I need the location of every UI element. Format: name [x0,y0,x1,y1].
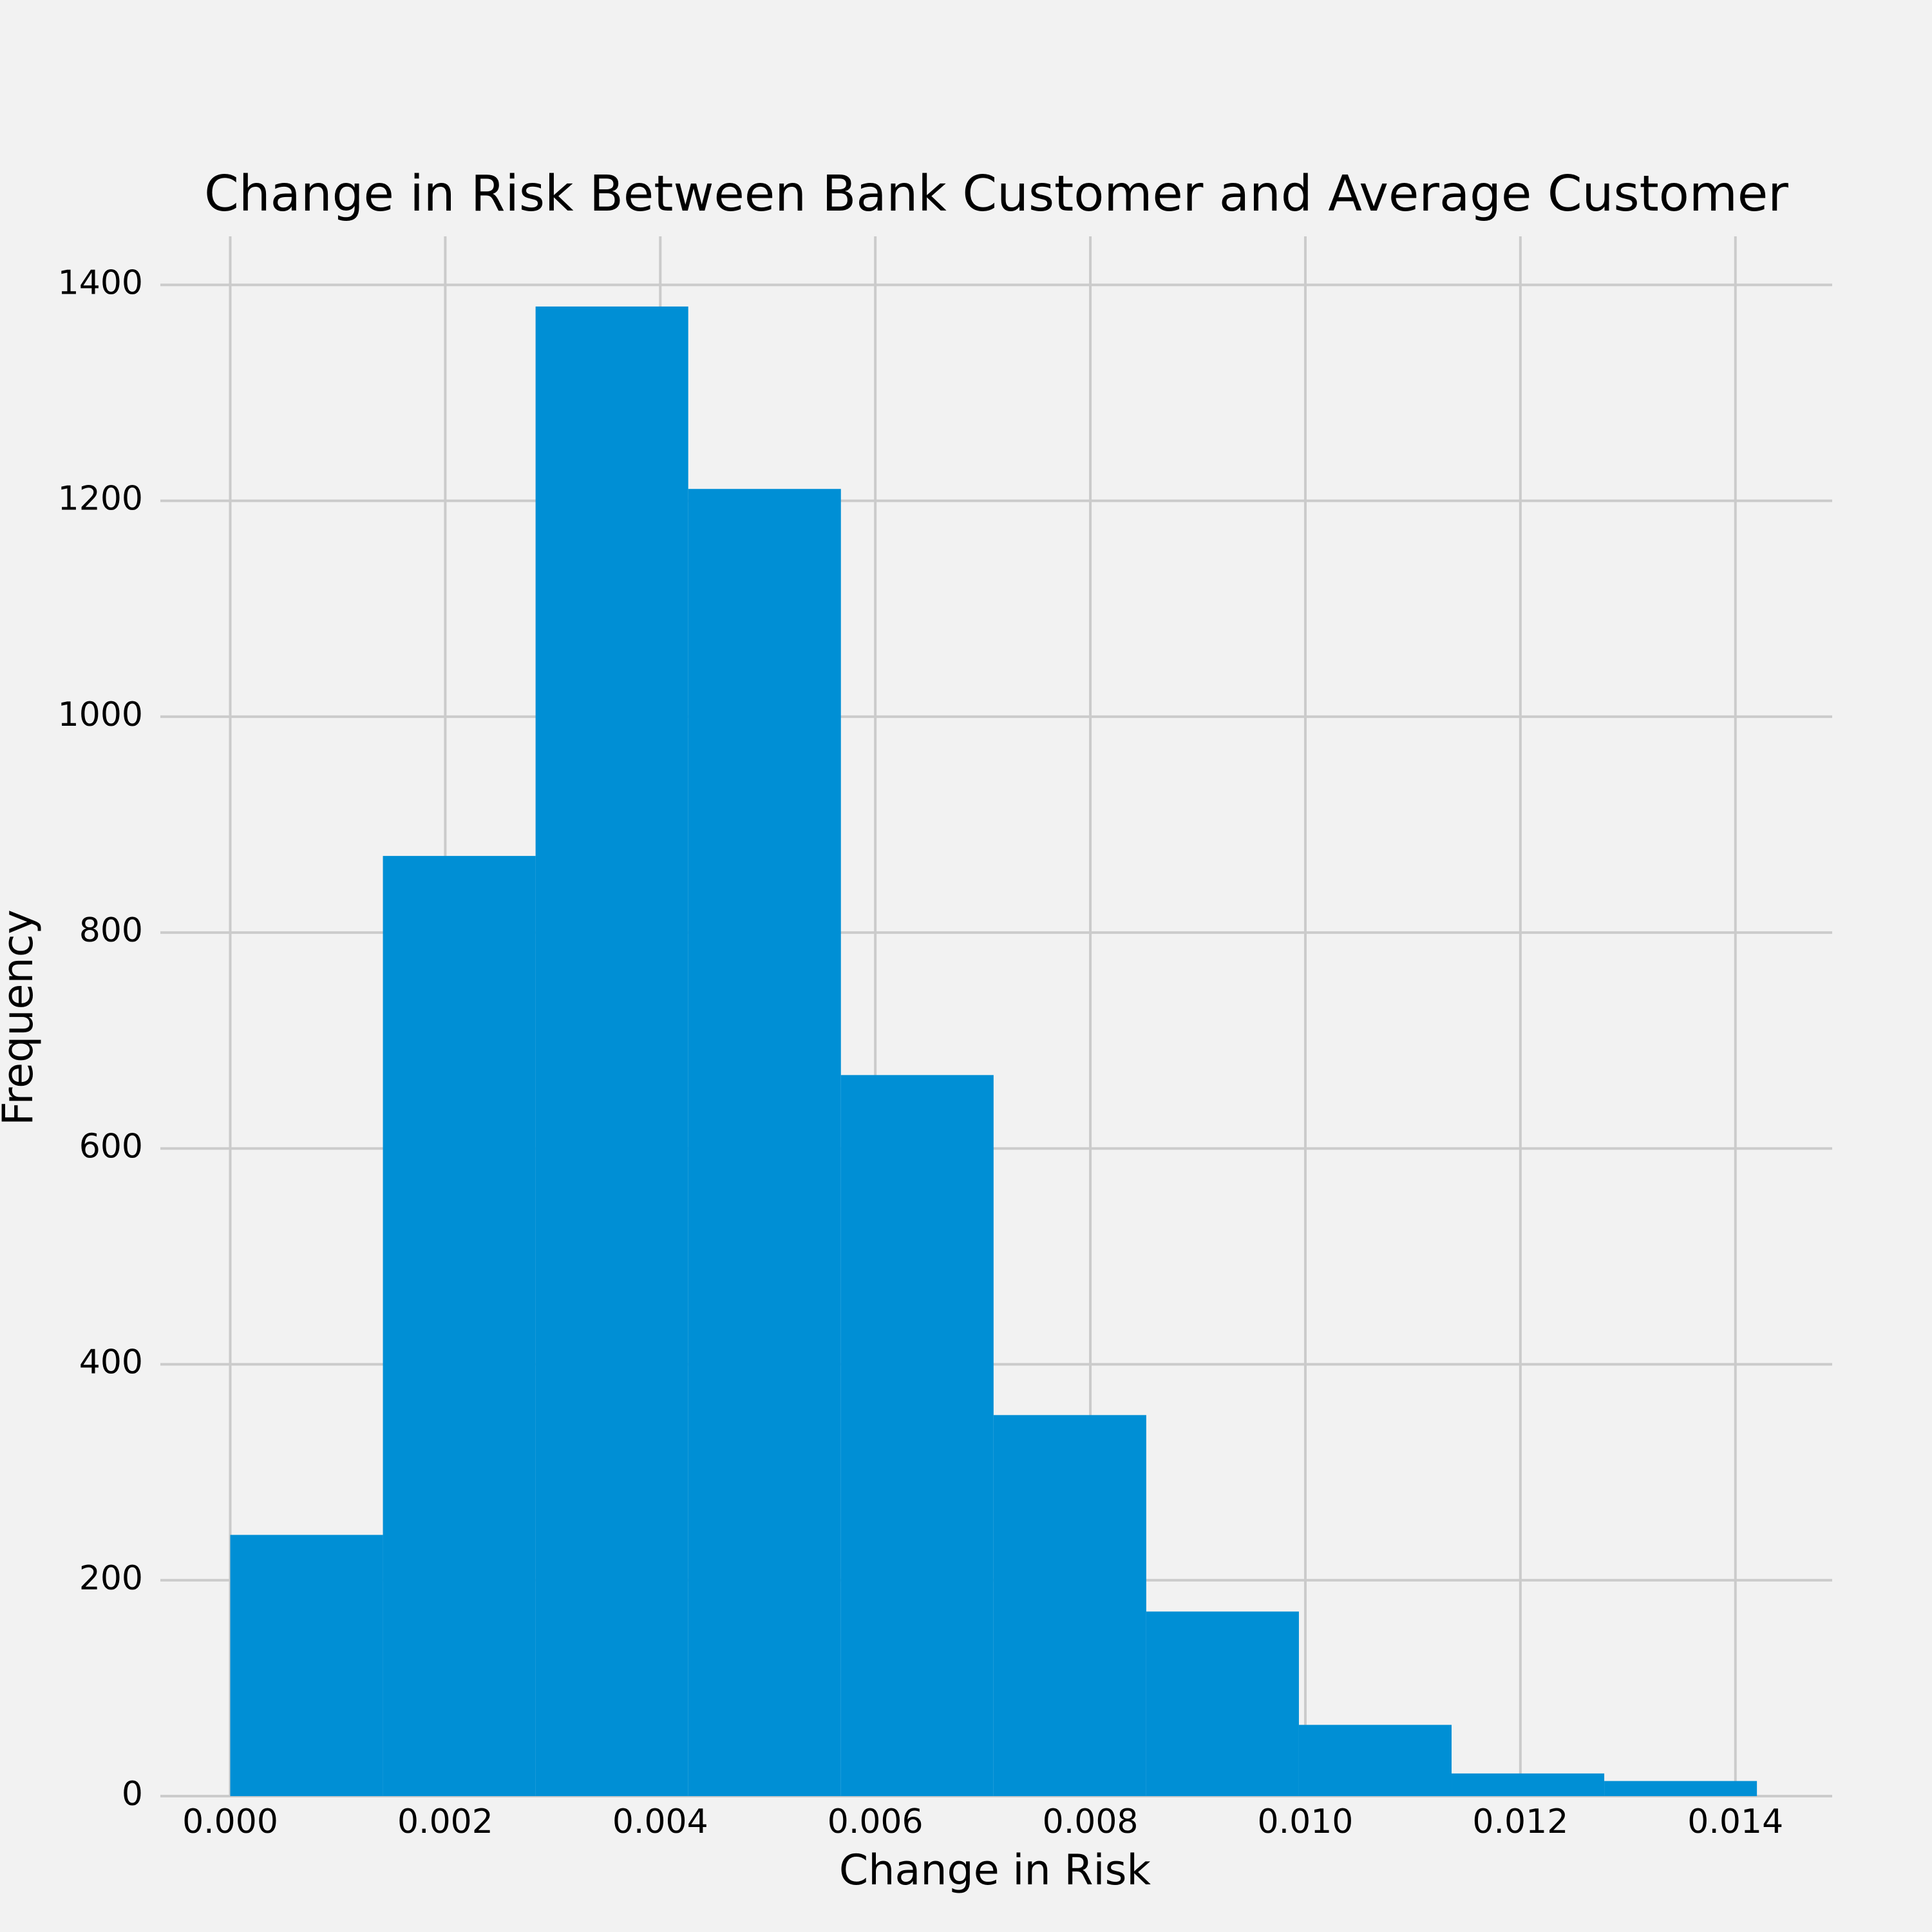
y-tick-label: 200 [79,1559,143,1598]
bar [1452,1773,1605,1796]
bar [383,856,536,1796]
bar [1604,1781,1757,1796]
bar [1146,1611,1299,1796]
y-tick-label: 1200 [58,480,143,518]
x-tick-label: 0.002 [397,1803,493,1841]
bar [993,1415,1146,1796]
y-tick-label: 600 [79,1127,143,1166]
bar [840,1075,994,1796]
bar [688,489,841,1796]
x-tick-label: 0.012 [1472,1803,1568,1841]
y-tick-label: 1000 [58,696,143,734]
bar [535,306,688,1797]
bar [230,1535,383,1796]
chart-title: Change in Risk Between Bank Customer and… [204,166,1788,223]
y-tick-label: 800 [79,911,143,950]
y-tick-label: 1400 [58,263,143,302]
x-tick-label: 0.008 [1043,1803,1139,1841]
x-tick-label: 0.014 [1687,1803,1783,1841]
bar [1298,1725,1452,1796]
y-tick-label: 400 [79,1343,143,1382]
y-axis-label: Frequency [0,909,43,1126]
x-tick-label: 0.000 [182,1803,278,1841]
x-tick-label: 0.010 [1258,1803,1354,1841]
x-tick-label: 0.006 [828,1803,923,1841]
x-axis-label: Change in Risk [839,1846,1151,1895]
x-tick-label: 0.004 [612,1803,708,1841]
y-tick-label: 0 [122,1775,143,1814]
